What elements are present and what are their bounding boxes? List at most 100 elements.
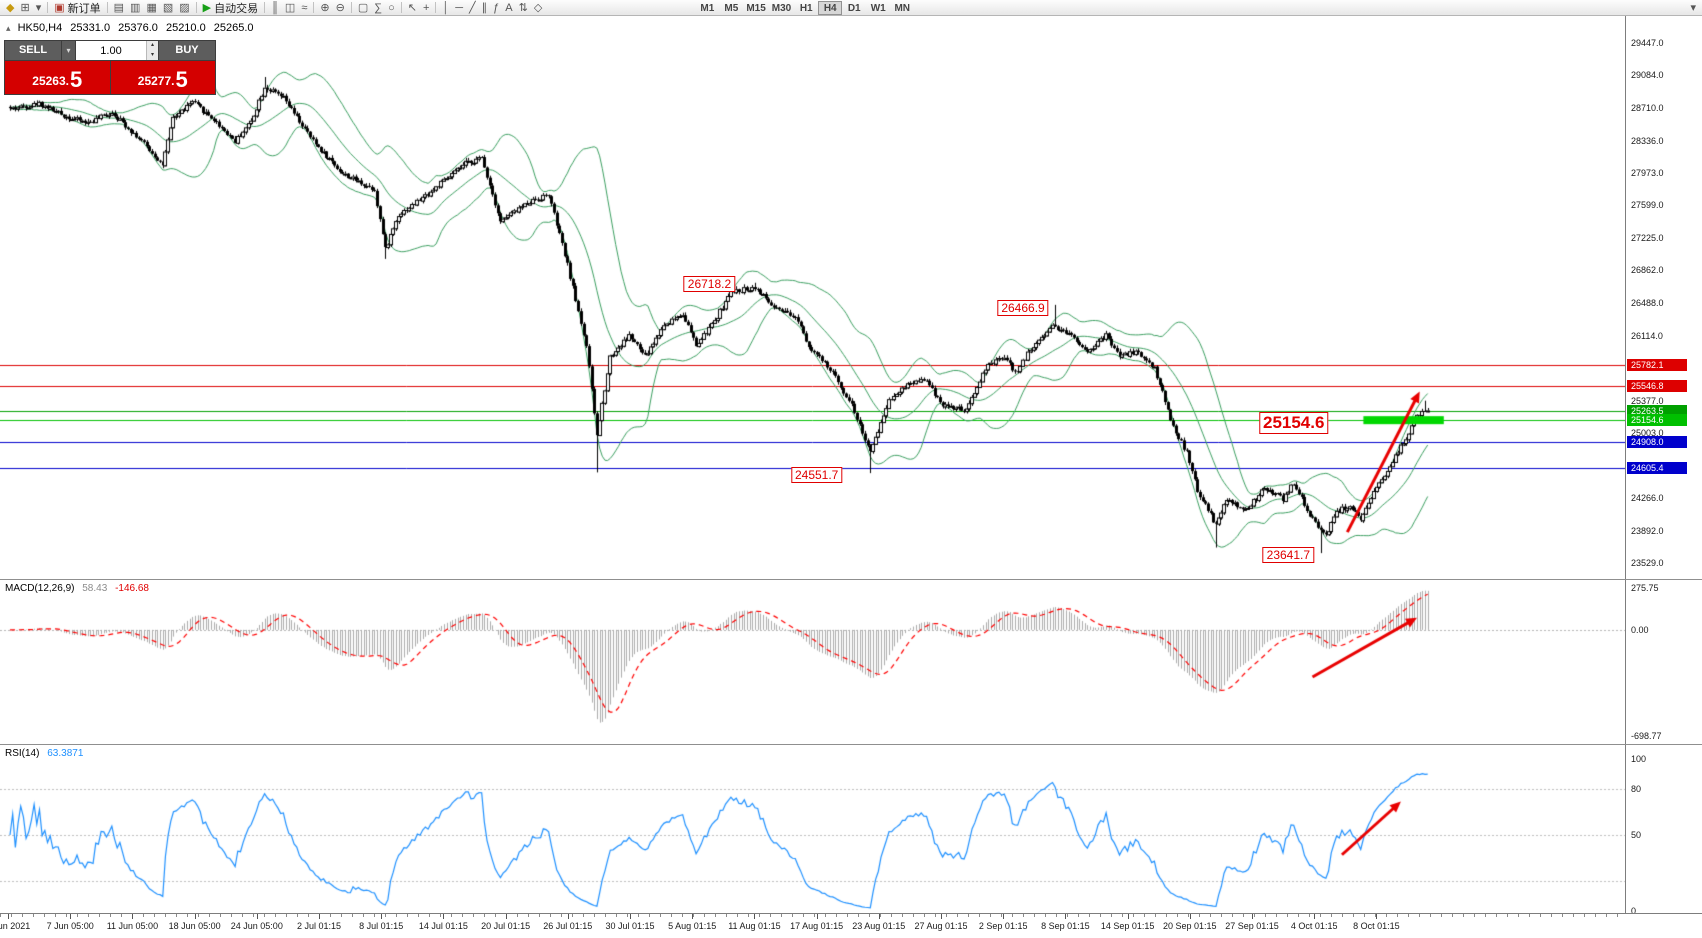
autotrading-button[interactable]: ▶ 自动交易 <box>200 1 261 15</box>
rsi-axis[interactable]: 100 80 50 0 <box>1625 745 1702 913</box>
macd-signal-value: -146.68 <box>115 583 149 594</box>
market-watch-icon[interactable]: ▤ <box>111 1 127 15</box>
timeframe-d1-button[interactable]: D1 <box>847 2 861 14</box>
price-axis-tick: 28336.0 <box>1631 135 1664 146</box>
price-callout-26466.9[interactable]: 26466.9 <box>997 300 1049 317</box>
shapes-icon[interactable]: ◇ <box>531 1 545 15</box>
zoom-out-icon: ⊖ <box>335 1 345 14</box>
data-window-icon: ▥ <box>130 1 141 14</box>
time-axis-label: 24 Jun 05:00 <box>230 921 283 931</box>
sell-options-caret-icon[interactable]: ▾ <box>62 41 75 60</box>
channel-icon[interactable]: ∥ <box>479 1 491 15</box>
price-callout-26718.2[interactable]: 26718.2 <box>683 276 736 293</box>
timeframe-h4-button[interactable]: H4 <box>818 0 843 15</box>
price-callout-24551.7[interactable]: 24551.7 <box>790 467 843 484</box>
timeframe-m15-button[interactable]: M15 <box>746 2 766 14</box>
navigator-icon[interactable]: ▦ <box>143 1 159 15</box>
rsi-value: 63.3871 <box>47 748 84 759</box>
buy-price-button[interactable]: 25277. 5 <box>110 61 215 94</box>
timeframe-m5-button[interactable]: M5 <box>724 2 739 14</box>
trendline-icon[interactable]: ╱ <box>466 1 479 15</box>
rsi-axis-tick: 100 <box>1631 754 1647 764</box>
zoom-out-icon[interactable]: ⊖ <box>333 1 348 15</box>
crosshair-icon[interactable]: + <box>420 1 432 15</box>
time-axis-tick <box>1003 914 1005 919</box>
candlestick-chart-icon[interactable]: ◫ <box>282 1 298 15</box>
text-label-icon[interactable]: A <box>502 1 515 15</box>
volume-field[interactable]: ▴ ▾ <box>76 41 158 60</box>
bars-chart-icon[interactable]: ║ <box>268 1 282 15</box>
terminal-icon[interactable]: ▧ <box>160 1 176 15</box>
price-callout-23641.7[interactable]: 23641.7 <box>1262 547 1315 563</box>
rsi-axis-tick: 50 <box>1631 830 1642 840</box>
timeframe-mn-button[interactable]: MN <box>894 2 911 14</box>
cursor-icon[interactable]: ↖ <box>405 1 420 15</box>
macd-canvas[interactable] <box>0 580 1625 744</box>
macd-axis[interactable]: 275.75 0.00 -698.77 <box>1625 580 1702 744</box>
time-axis-tick <box>1189 914 1191 919</box>
new-order-button[interactable]: ▣ 新订单 <box>51 1 103 15</box>
timeframe-m30-button[interactable]: M30 <box>771 2 792 14</box>
buy-button[interactable]: BUY <box>159 41 215 60</box>
price-callout-25154.6[interactable]: 25154.6 <box>1258 412 1329 435</box>
toolbar-separator <box>435 2 437 13</box>
channel-icon: ∥ <box>481 1 488 14</box>
time-axis-label: 4 Oct 01:15 <box>1290 921 1338 931</box>
autotrading-icon: ▶ <box>202 1 212 14</box>
trade-panel-prices: 25263. 5 25277. 5 <box>5 61 215 94</box>
sell-button[interactable]: SELL <box>5 41 61 60</box>
zoom-in-icon[interactable]: ⊕ <box>317 1 332 15</box>
price-axis-tick: 29447.0 <box>1631 38 1664 48</box>
strategy-tester-icon[interactable]: ▨ <box>176 1 192 15</box>
macd-axis-tick: 275.75 <box>1631 583 1659 593</box>
volume-down-icon[interactable]: ▾ <box>147 50 158 60</box>
macd-name: MACD(12,26,9) <box>5 583 75 594</box>
price-axis[interactable]: 29447.0 29084.0 28710.0 28336.0 27973.0 27599… <box>1625 16 1702 579</box>
one-click-panel-toggle-icon[interactable]: ▴ <box>6 23 11 33</box>
horizontal-line-icon[interactable]: ─ <box>452 1 466 15</box>
price-axis-tick: 25377.0 <box>1631 395 1664 406</box>
fibonacci-icon: ƒ <box>493 1 500 14</box>
chart-profiles-icon[interactable]: ▾ <box>33 1 45 15</box>
rsi-axis-tick: 0 <box>1631 906 1637 913</box>
fibonacci-icon[interactable]: ƒ <box>490 1 502 15</box>
volume-input[interactable] <box>76 41 146 60</box>
app-icon: ◆ <box>6 1 15 14</box>
toolbar-more-button[interactable]: ▾ <box>1687 1 1699 15</box>
timeframe-m1-button[interactable]: M1 <box>700 2 715 14</box>
objects-list-icon[interactable]: ○ <box>385 1 398 15</box>
indicators-icon[interactable]: ∑ <box>371 1 385 15</box>
vertical-line-icon[interactable]: │ <box>439 1 452 15</box>
data-window-icon[interactable]: ▥ <box>127 1 143 15</box>
time-axis-tick <box>443 914 445 919</box>
app-icon[interactable]: ◆ <box>3 1 17 15</box>
time-axis-tick <box>132 914 134 919</box>
time-axis-tick <box>630 914 631 919</box>
vertical-line-icon: │ <box>442 1 450 14</box>
volume-stepper[interactable]: ▴ ▾ <box>146 41 158 60</box>
toolbar-separator <box>400 2 402 13</box>
sell-price-button[interactable]: 25263. 5 <box>5 61 110 94</box>
tile-windows-icon[interactable]: ▢ <box>355 1 371 15</box>
volume-up-icon[interactable]: ▴ <box>147 41 158 51</box>
buy-price-main: 25277. <box>137 74 175 88</box>
strategy-tester-icon: ▨ <box>179 1 190 14</box>
price-chart-canvas[interactable] <box>0 16 1625 579</box>
timeframe-h1-button[interactable]: H1 <box>799 2 813 14</box>
time-axis-label: 18 Jun 05:00 <box>168 921 221 931</box>
new-chart-icon[interactable]: ⊞ <box>17 1 32 15</box>
time-axis-tick <box>1376 914 1378 919</box>
arrows-icon[interactable]: ⇅ <box>516 1 531 15</box>
time-axis-label: 14 Jul 01:15 <box>418 921 468 931</box>
price-axis-tick: 25003.0 <box>1631 428 1664 439</box>
line-chart-icon[interactable]: ≈ <box>298 1 310 15</box>
time-axis-tick <box>816 914 818 919</box>
rsi-canvas[interactable] <box>0 745 1625 913</box>
price-line-label: 24605.4 <box>1627 462 1687 475</box>
timeframe-w1-button[interactable]: W1 <box>870 2 886 14</box>
time-axis[interactable]: 7 Jun 2021 7 Jun 05:00 11 Jun 05:00 18 Jun … <box>0 913 1702 938</box>
toolbar-separator <box>47 2 49 13</box>
time-axis-label: 2 Jul 01:15 <box>296 921 342 931</box>
time-axis-tick <box>878 914 880 919</box>
